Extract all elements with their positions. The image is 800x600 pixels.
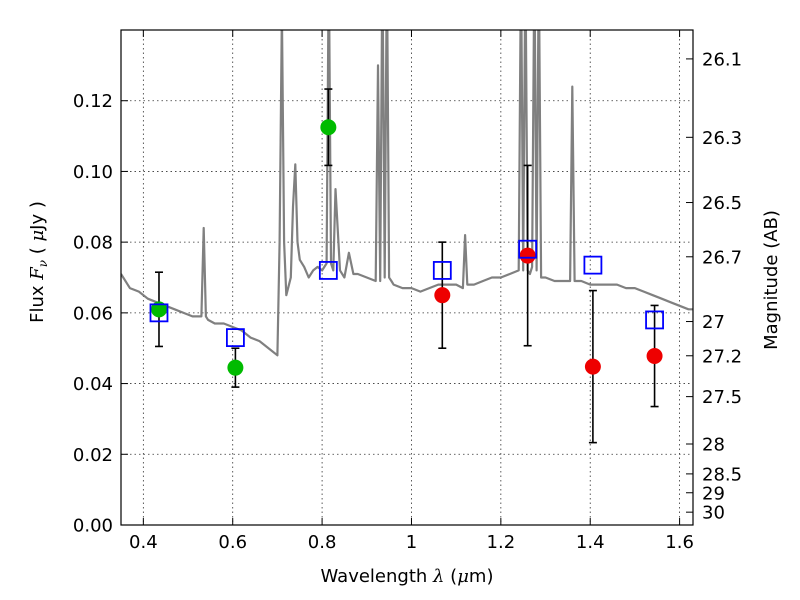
data-point-circle: [150, 301, 167, 318]
y-tick-label: 0.10: [73, 162, 113, 183]
y2-tick-label: 27.2: [702, 346, 742, 367]
x-axis-title: Wavelength λ (μm): [321, 566, 494, 587]
y-tick-label: 0.00: [73, 516, 113, 537]
x-tick-label: 0.4: [129, 532, 158, 553]
data-point-square: [518, 239, 538, 259]
y2-tick-label: 27: [702, 312, 725, 333]
data-point-square: [645, 310, 664, 330]
y2-tick-label: 26.3: [702, 128, 742, 149]
y2-axis-title: Magnitude (AB): [761, 210, 782, 350]
data-point-circle: [646, 347, 663, 364]
spectrum-line: [121, 30, 693, 357]
x-tick-label: 0.8: [308, 532, 337, 553]
x-tick-label: 0.6: [218, 532, 247, 553]
y2-tick-label: 26.7: [702, 247, 742, 268]
y2-tick-label: 29: [702, 483, 725, 504]
y-axis-title: Flux Fν ( μJy ): [27, 201, 50, 323]
y2-tick-label: 28.5: [702, 464, 742, 485]
x-tick-label: 1.4: [576, 532, 605, 553]
y2-tick-label: 27.5: [702, 387, 742, 408]
y-tick-label: 0.12: [73, 91, 113, 112]
series-layer: [121, 30, 693, 444]
plot-frame: [120, 29, 694, 526]
y2-tick-label: 30: [702, 503, 725, 524]
plot-area: [121, 30, 693, 444]
y-tick-label: 0.08: [73, 233, 113, 254]
x-tick-label: 1.6: [665, 532, 694, 553]
y2-tick-label: 26.1: [702, 49, 742, 70]
data-point-circle: [519, 247, 536, 264]
data-point-circle: [227, 359, 244, 376]
data-point-square: [149, 303, 169, 323]
data-point-square: [583, 255, 603, 275]
y2-tick-label: 26.5: [702, 193, 742, 214]
ticks: 0.4 0.6 0.8 1 1.2 1.4 1.6 0.00 0.02 0.04 0.06 0.08 0…: [73, 30, 742, 553]
y-tick-label: 0.02: [73, 445, 113, 466]
data-point-circle: [320, 119, 337, 136]
data-point-circle: [434, 287, 451, 304]
y2-tick-label: 28: [702, 435, 725, 456]
data-point-square: [318, 261, 338, 280]
y-tick-label: 0.06: [73, 303, 113, 324]
x-tick-label: 1: [406, 532, 417, 553]
data-point-square: [225, 328, 245, 348]
y-tick-label: 0.04: [73, 374, 113, 395]
data-point-square: [432, 261, 452, 280]
data-point-circle: [584, 358, 601, 375]
x-tick-label: 1.2: [487, 532, 516, 553]
